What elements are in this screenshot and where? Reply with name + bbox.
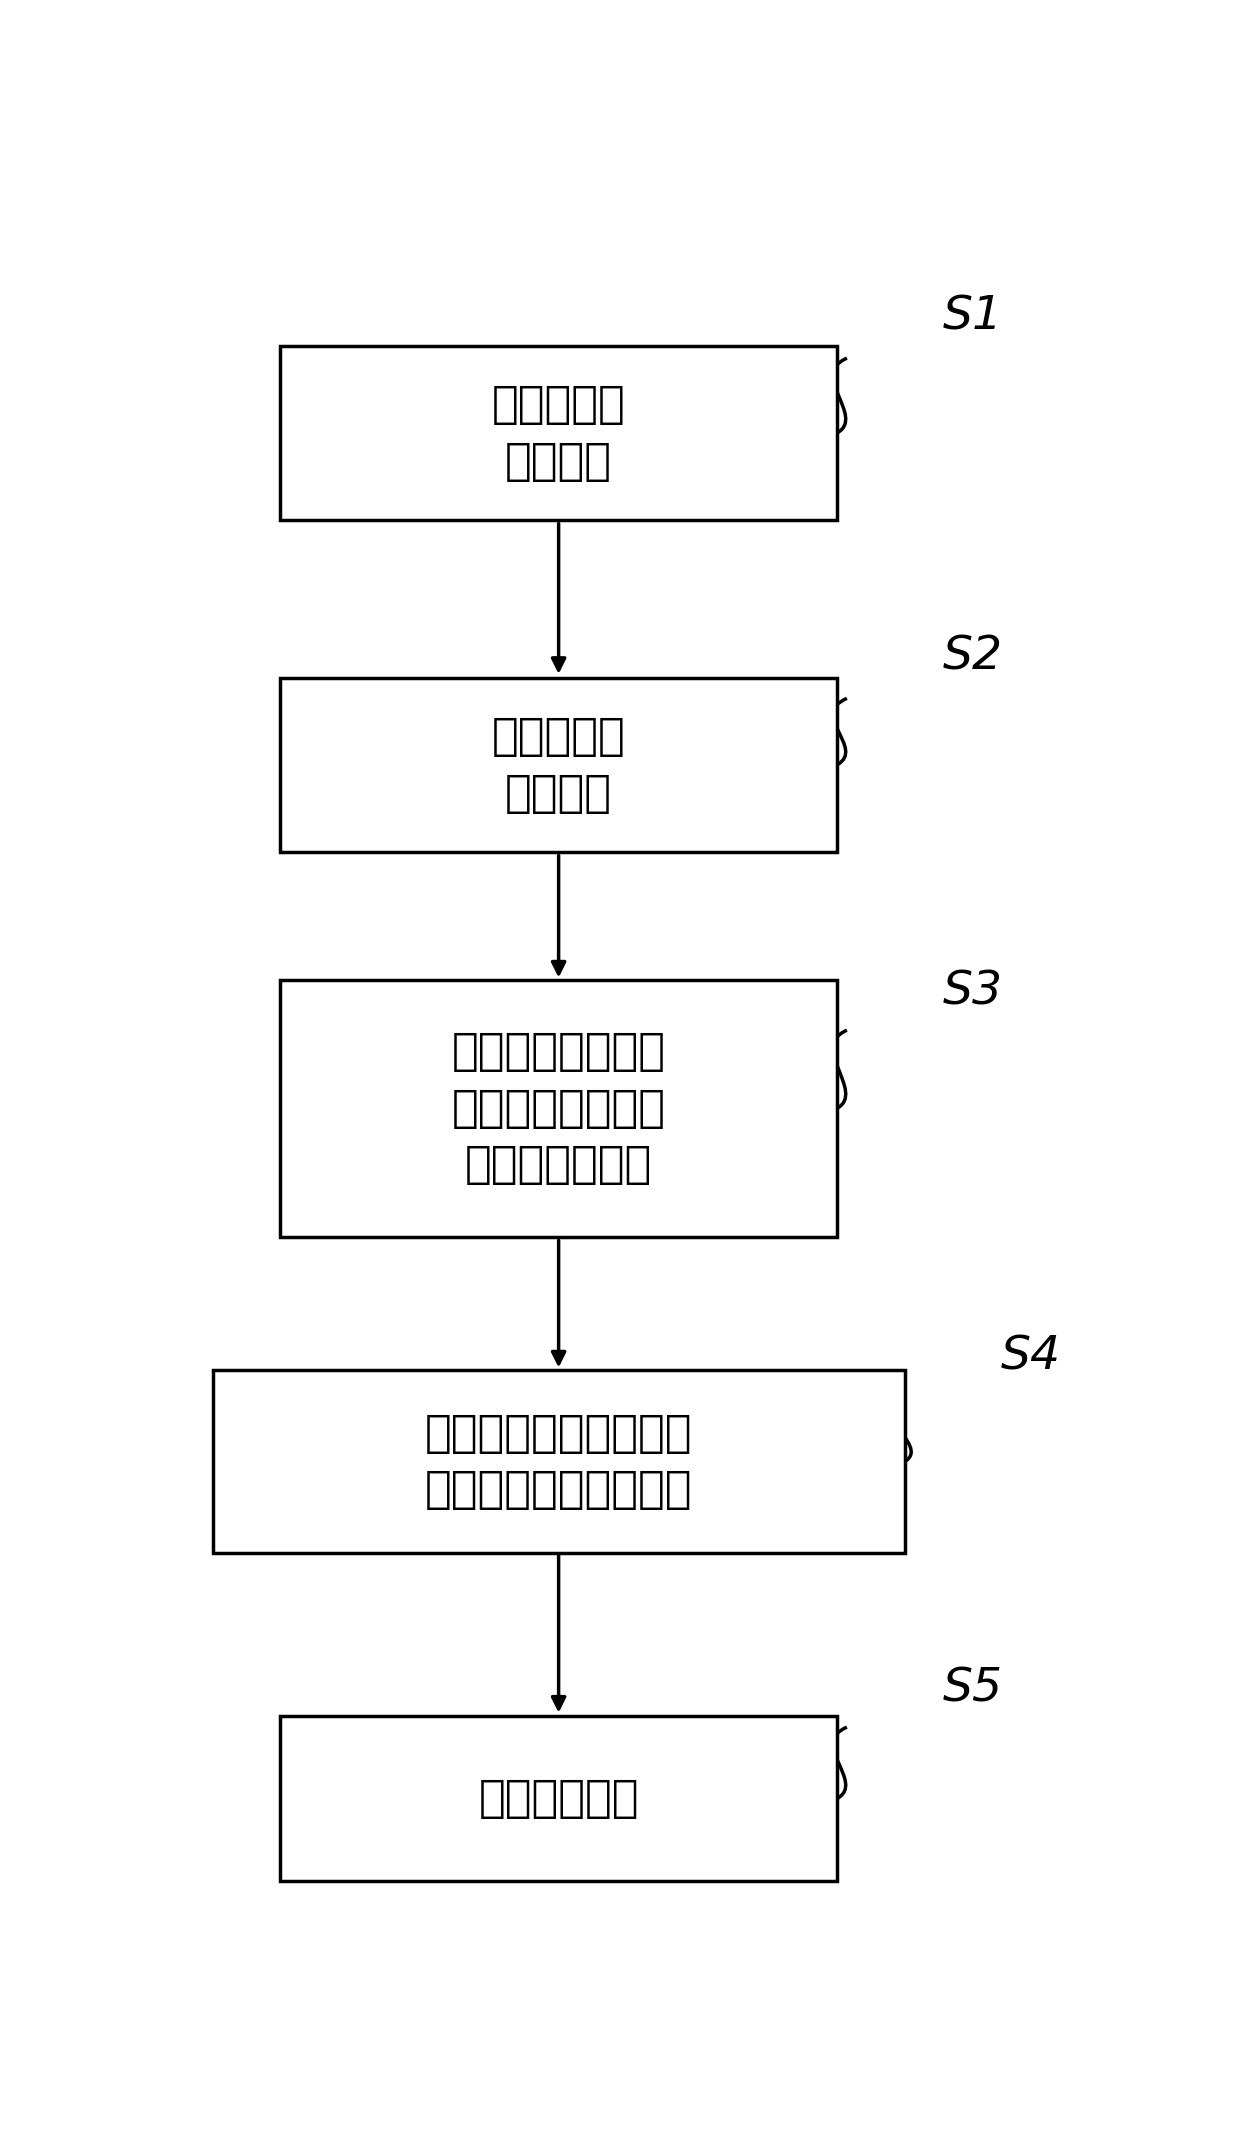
Text: S4: S4 bbox=[1001, 1334, 1060, 1379]
Text: S2: S2 bbox=[942, 634, 1003, 679]
Bar bbox=[280, 345, 837, 519]
Text: 显示渐层地图: 显示渐层地图 bbox=[479, 1778, 639, 1821]
Bar bbox=[280, 1715, 837, 1881]
Text: 接收一调整
参数信息: 接收一调整 参数信息 bbox=[492, 384, 625, 483]
Bar bbox=[280, 677, 837, 851]
Text: 删除渐层地图的调整区
块中非必要的地图信息: 删除渐层地图的调整区 块中非必要的地图信息 bbox=[425, 1412, 692, 1511]
Text: 根据调整参数信息
，而将原始地图转
换为一渐层地图: 根据调整参数信息 ，而将原始地图转 换为一渐层地图 bbox=[451, 1030, 666, 1185]
Bar bbox=[280, 981, 837, 1237]
Text: 接收一原始
地图信息: 接收一原始 地图信息 bbox=[492, 715, 625, 815]
Bar bbox=[213, 1371, 904, 1554]
Text: S3: S3 bbox=[942, 970, 1003, 1015]
Text: S1: S1 bbox=[942, 295, 1003, 338]
Text: S5: S5 bbox=[942, 1666, 1003, 1711]
